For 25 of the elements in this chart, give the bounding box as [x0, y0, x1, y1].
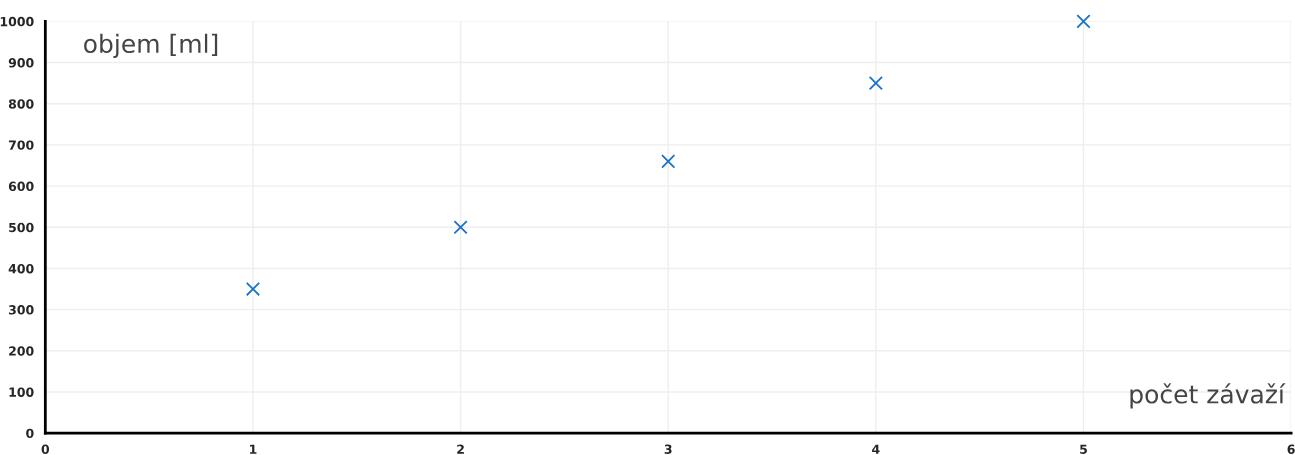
x-tick-label: 5 — [1080, 444, 1087, 454]
point — [453, 220, 468, 235]
point — [245, 281, 261, 297]
y-tick-label: 300 — [8, 305, 34, 315]
point — [1076, 14, 1091, 29]
y-tick-label: 100 — [9, 387, 34, 397]
x-tick-label: 1 — [250, 444, 257, 454]
point — [868, 76, 883, 91]
y-axis-title: objem [ml] — [84, 33, 218, 58]
y-tick-label: 400 — [8, 263, 34, 274]
y-tick-label: 700 — [8, 140, 34, 150]
y-tick-label: 500 — [9, 222, 34, 233]
x-tick-label: 4 — [872, 444, 880, 454]
y-tick-label: 1000 — [0, 16, 34, 27]
x-tick-label: 0 — [41, 444, 50, 454]
y-tick-label: 200 — [9, 346, 34, 356]
y-tick-label: 900 — [8, 58, 34, 68]
x-tick-label: 2 — [457, 444, 464, 454]
y-tick-label: 800 — [8, 99, 34, 109]
x-axis-title: počet závaží — [1130, 383, 1286, 409]
y-tick-label: 0 — [26, 428, 34, 439]
x-tick-label: 6 — [1287, 444, 1295, 454]
x-tick-label: 3 — [664, 444, 672, 454]
y-tick-label: 600 — [8, 181, 34, 192]
point — [661, 154, 676, 169]
